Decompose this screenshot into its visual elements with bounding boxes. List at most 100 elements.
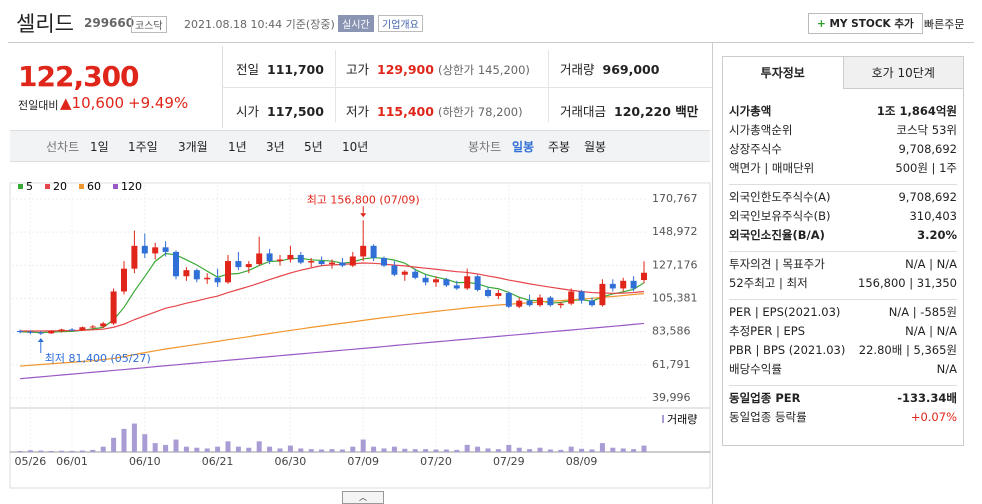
period-tab[interactable]: 3년 [266, 140, 285, 154]
period-tab[interactable]: 3개월 [178, 140, 208, 154]
period-tab[interactable]: 1년 [228, 140, 247, 154]
side-group: 외국인한도주식수(A) 9,708,692 외국인보유주식수(B) 310,403 외국… [729, 184, 957, 251]
legend-swatch [45, 184, 50, 189]
y-tick-label: 61,791 [652, 358, 691, 371]
volume-bar [610, 447, 616, 452]
volume-bar [38, 450, 44, 452]
candle-body [79, 327, 86, 331]
stat: 거래량 969,000 [560, 59, 659, 78]
stat: 거래대금 120,220 백만 [560, 101, 698, 120]
period-tab[interactable]: 1일 [90, 140, 109, 154]
company-info[interactable]: 기업개요 [378, 15, 423, 32]
change: ▲10,600 [60, 94, 125, 112]
volume-bar [568, 446, 574, 452]
volume-bar [152, 443, 158, 452]
side-value: +0.07% [910, 410, 957, 424]
candle-body [100, 323, 107, 327]
annotation: 최고 156,800 (07/09) [307, 193, 420, 206]
stat: 전일 111,700 [236, 59, 324, 78]
volume-bar [495, 449, 501, 452]
x-tick-label: 07/20 [420, 455, 452, 468]
volume-bar [215, 446, 221, 452]
candle-body [401, 271, 408, 275]
volume-bar [235, 446, 241, 452]
volume-bar [537, 447, 543, 452]
candle-body [266, 253, 273, 262]
side-value: 156,800 | 31,350 [858, 276, 957, 290]
side-value: 9,708,692 [898, 190, 957, 204]
stock-code: 299660 [84, 16, 135, 30]
volume-bar [391, 446, 397, 452]
side-label: 액면가 | 매매단위 [729, 161, 815, 175]
volume-bar [308, 449, 314, 452]
side-label: 외국인보유주식수(B) [729, 209, 831, 223]
x-tick-label: 07/29 [493, 455, 525, 468]
side-row: 시가총액순위 코스닥 53위 [729, 121, 957, 140]
candle-body [308, 261, 315, 263]
y-tick-label: 105,381 [652, 292, 698, 305]
side-group: 투자의견 | 목표주가 N/A | N/A 52주최고 | 최저 156,800 | … [729, 251, 957, 299]
chart-frame [9, 182, 711, 489]
side-row: 외국인한도주식수(A) 9,708,692 [729, 188, 957, 207]
side-row: 상장주식수 9,708,692 [729, 140, 957, 159]
stat-value: 117,500 [267, 104, 324, 119]
volume-bar [225, 441, 231, 452]
side-tab[interactable]: 투자정보 [723, 57, 843, 89]
candle-body [162, 247, 169, 252]
candle-body [204, 277, 211, 280]
period-tab[interactable]: 5년 [304, 140, 323, 154]
side-value: 310,403 [909, 209, 957, 223]
side-label: PER | EPS(2021.03) [729, 305, 841, 319]
candle-tab[interactable]: 주봉 [548, 140, 571, 154]
candle-body [110, 291, 117, 324]
side-value: -133.34배 [897, 391, 957, 405]
y-tick-label: 148,972 [652, 225, 698, 238]
volume-bar [464, 444, 470, 452]
side-label: 추정PER | EPS [729, 324, 806, 338]
side-row: 외국인소진율(B/A) 3.20% [729, 226, 957, 245]
candle-body [173, 251, 179, 277]
side-row: 동일업종 등락률 +0.07% [729, 408, 957, 427]
volume-bar [641, 445, 647, 452]
stat-value: 120,220 백만 [614, 104, 699, 119]
candle-body [27, 331, 34, 333]
volume-bar [267, 446, 273, 452]
stat-value: 969,000 [602, 62, 660, 77]
candle-body [183, 270, 190, 277]
side-label: PBR | BPS (2021.03) [729, 343, 846, 357]
candle-body [360, 245, 367, 257]
volume-bar [475, 446, 481, 452]
volume-bar [256, 441, 262, 452]
volume-bar [599, 443, 605, 452]
candle-body [453, 285, 460, 289]
quick-order[interactable]: 빠른주문 [924, 18, 965, 31]
candle-body [152, 247, 159, 254]
candle-body [599, 283, 606, 306]
mystock-button[interactable]: + MY STOCK 추가 [808, 13, 923, 34]
change-value: 10,600 [71, 94, 125, 112]
candle-body [121, 268, 127, 292]
period-tab[interactable]: 10년 [342, 140, 369, 154]
x-tick-label: 06/01 [56, 455, 88, 468]
annotation-arrowhead [37, 337, 44, 342]
candle-tab[interactable]: 월봉 [584, 140, 607, 154]
side-tab[interactable]: 호가 10단계 [842, 57, 963, 89]
side-tabs: 투자정보 호가 10단계 [723, 57, 963, 89]
stat-value: 129,900 [377, 62, 434, 77]
y-tick-label: 170,767 [652, 192, 698, 205]
period-tab[interactable]: 1주일 [128, 140, 158, 154]
side-row: PER | EPS(2021.03) N/A | -585원 [729, 303, 957, 322]
volume-bar [131, 423, 137, 452]
stat-value: 111,700 [267, 62, 324, 77]
collapse-button[interactable]: ︿ [342, 491, 384, 504]
side-value: N/A | N/A [905, 257, 957, 271]
candle-body [495, 292, 502, 297]
side-label: 상장주식수 [729, 142, 782, 156]
candle-body [537, 297, 543, 306]
side-value: 500원 | 1주 [895, 161, 957, 175]
volume-bar [579, 448, 585, 452]
stat-value: 115,400 [377, 104, 434, 119]
candle-body [578, 291, 585, 301]
realtime-badge[interactable]: 실시간 [338, 15, 374, 32]
candle-tab[interactable]: 일봉 [512, 140, 535, 154]
